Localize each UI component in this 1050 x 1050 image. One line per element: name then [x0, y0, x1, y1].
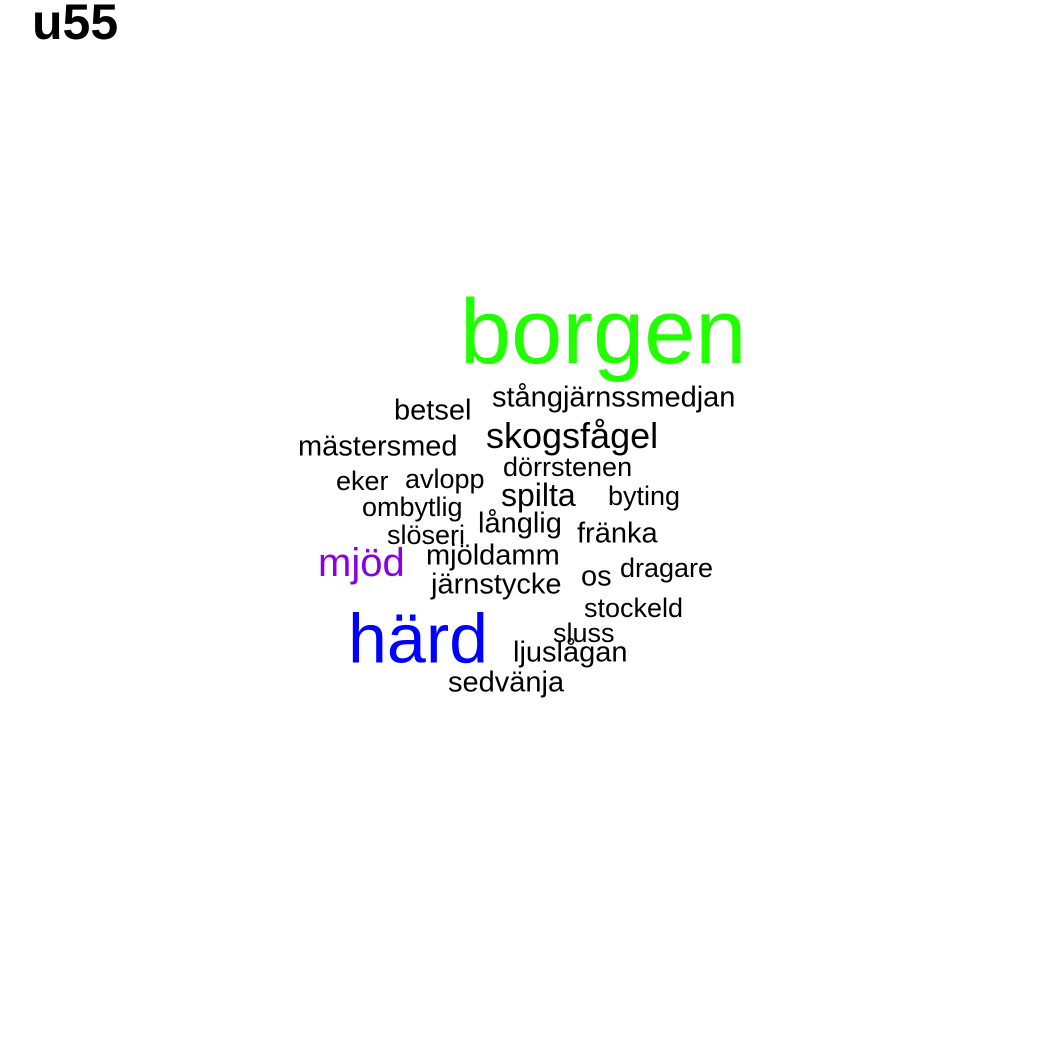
- word-sedvanja: sedvänja: [448, 666, 565, 699]
- word-dragare: dragare: [620, 552, 714, 583]
- word-hard: härd: [348, 599, 489, 678]
- word-mastersmed: mästersmed: [298, 430, 458, 463]
- word-sloseri: slöseri: [387, 519, 466, 550]
- word-stangjarnssmedjan: stångjärnssmedjan: [492, 381, 736, 414]
- word-byting: byting: [608, 480, 681, 511]
- word-avlopp: avlopp: [405, 463, 485, 494]
- word-spilta: spilta: [501, 477, 576, 514]
- plot-title: u55: [32, 0, 119, 50]
- word-betsel: betsel: [394, 394, 472, 427]
- word-borgen: borgen: [460, 281, 747, 384]
- word-stockeld: stockeld: [584, 592, 684, 623]
- word-franka: fränka: [577, 517, 658, 550]
- word-jarnstycke: järnstycke: [431, 568, 562, 601]
- word-sluss: sluss: [553, 617, 615, 648]
- word-mjod: mjöd: [318, 540, 405, 585]
- word-dorrstenen: dörrstenen: [503, 451, 633, 482]
- word-ljuslagan: ljuslågan: [513, 636, 628, 669]
- word-mjoldamm: mjöldamm: [426, 539, 560, 572]
- word-eker: eker: [336, 465, 389, 496]
- word-skogsfagel: skogsfågel: [486, 414, 659, 456]
- word-ombytlig: ombytlig: [362, 491, 463, 522]
- word-os: os: [581, 560, 612, 593]
- word-langlig: långlig: [478, 507, 562, 540]
